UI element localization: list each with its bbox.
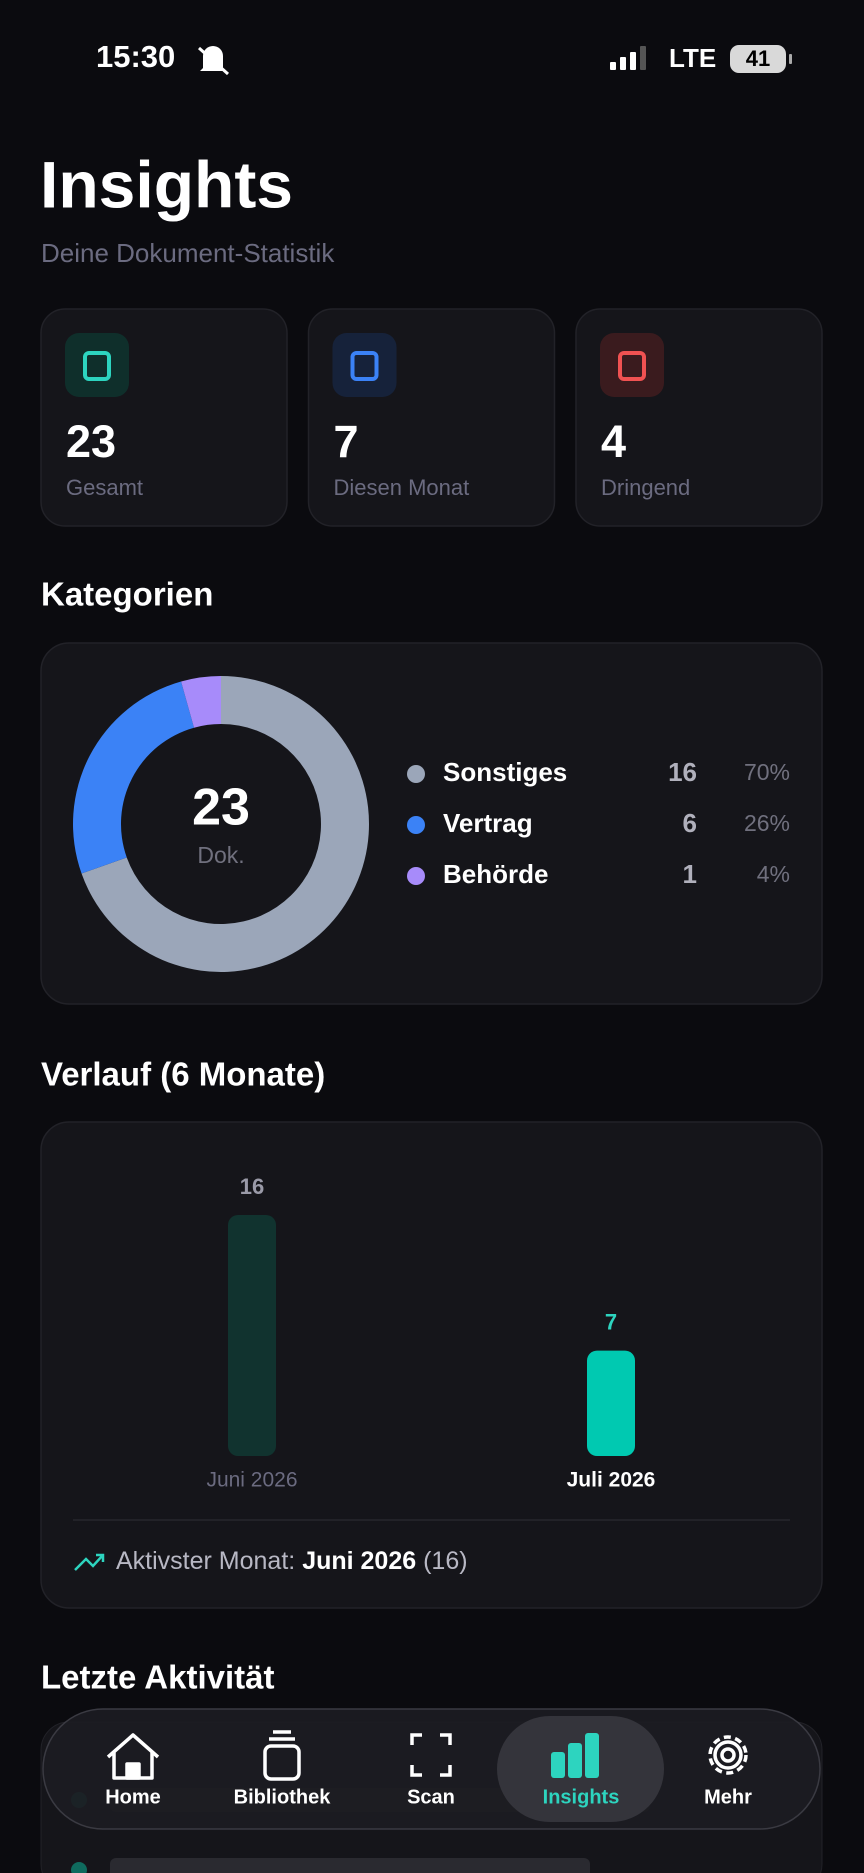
battery [730,45,786,73]
mute-icon [197,46,230,76]
bar [228,1215,276,1456]
nav-label[interactable]: Mehr [704,1786,752,1808]
trend-icon [74,1554,104,1571]
library-icon [263,1730,301,1781]
page-title: Insights [40,147,293,221]
bar [587,1350,635,1456]
legend-percent: 70% [744,759,790,785]
stat-icon-bg [65,333,129,397]
bar-category: Juli 2026 [567,1469,656,1492]
signal-icon [610,46,646,70]
stat-value: 7 [334,416,359,467]
settings-icon [708,1735,748,1775]
bar-value: 7 [605,1309,617,1334]
legend-count: 16 [668,757,697,787]
status-time: 15:30 [96,39,175,74]
stat-value: 23 [66,416,116,467]
bar-chart: 16 Juni 2026 7 Juli 2026 [206,1174,655,1492]
legend-percent: 4% [757,861,790,887]
nav-label[interactable]: Home [105,1786,161,1808]
section-title: Verlauf (6 Monate) [41,1056,325,1093]
legend-count: 1 [683,859,697,889]
legend-name: Behörde [443,859,548,889]
bar-category: Juni 2026 [206,1469,297,1492]
donut-segment [81,676,370,972]
stat-value: 4 [601,416,626,467]
stat-card[interactable]: 4 Dringend [575,308,823,527]
footer-count: (16) [423,1547,467,1575]
page-subtitle: Deine Dokument-Statistik [41,238,335,268]
donut-total: 23 [192,779,250,837]
stats: 23 Gesamt 7 Diesen Monat 4 Dringend [40,308,823,527]
legend-name: Vertrag [443,808,533,838]
footer-month: Juni 2026 [302,1547,416,1575]
card [40,642,823,1005]
legend-percent: 26% [744,810,790,836]
nav-label[interactable]: Insights [543,1786,620,1808]
home-icon [106,1733,160,1780]
battery-tip [789,54,792,64]
section-title: Kategorien [41,576,213,613]
status-network: LTE [669,43,716,73]
scan-icon [410,1733,452,1777]
stat-label: Gesamt [66,475,143,500]
card [40,1121,823,1609]
nav-label[interactable]: Scan [407,1786,455,1808]
stat-label: Dringend [601,475,690,500]
activity-dot [71,1862,87,1873]
legend-dot [407,765,425,783]
legend-name: Sonstiges [443,757,567,787]
stat-icon [618,351,646,381]
footer-label: Aktivster Monat: [116,1547,295,1575]
trend-icon [96,1553,105,1562]
bar-value: 16 [240,1174,264,1199]
stat-icon-bg [600,333,664,397]
activity-row [110,1858,590,1873]
stat-icon-bg [332,333,397,397]
tab-bar [42,1708,821,1830]
legend-dot [407,816,425,834]
footer-text: Aktivster Monat: Juni 2026 (16) [116,1547,468,1575]
insights-icon [551,1733,599,1778]
battery-level: 41 [746,46,770,71]
nav-labels: Home Bibliothek Scan Insights Mehr [105,1786,752,1808]
stat-icon [350,351,379,381]
section-title: Letzte Aktivität [41,1659,274,1696]
legend-count: 6 [683,808,697,838]
donut-segment [181,676,221,728]
stat-label: Diesen Monat [334,475,470,500]
stat-card[interactable]: 7 Diesen Monat [307,308,556,527]
nav-label[interactable]: Bibliothek [234,1786,332,1808]
donut-chart: Sonstiges 16 70% Vertrag 6 26% Behörde 1 4% 23 Dok… [73,676,790,972]
stat-card[interactable]: 23 Gesamt [40,308,288,527]
legend-dot [407,867,425,885]
stat-icon [83,351,111,381]
donut-total-label: Dok. [197,842,244,868]
donut-segment [73,681,195,874]
